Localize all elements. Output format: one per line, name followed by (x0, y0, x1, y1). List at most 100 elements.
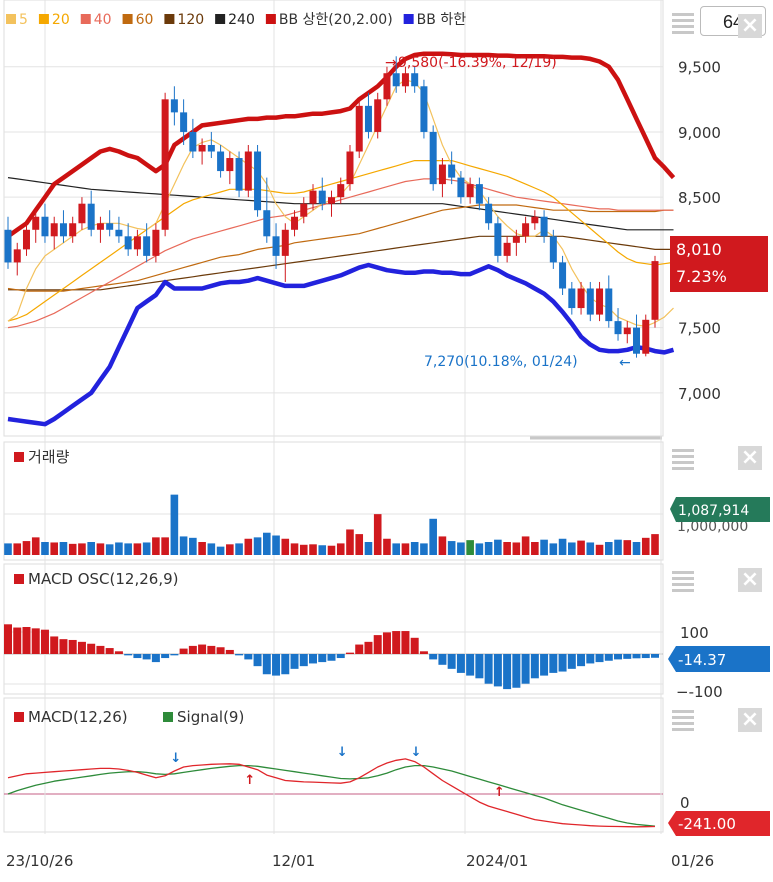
osc-bar (31, 628, 40, 654)
volume-bar (281, 538, 290, 555)
candle-body (429, 131, 437, 185)
price-tag-value: 8,010 (676, 240, 722, 259)
osc-bar (429, 654, 438, 660)
macd-menu-icon[interactable] (672, 707, 694, 734)
cross-signal-arrow: ↑ (494, 785, 505, 800)
candle-body (623, 327, 631, 335)
candle-body (309, 190, 317, 204)
price-tag (670, 236, 768, 292)
volume-bar (401, 543, 410, 555)
volume-label: 거래량 (28, 448, 70, 466)
candle-body (512, 236, 520, 243)
candle-body (328, 197, 335, 204)
candle-body (170, 99, 178, 113)
candle-body (50, 223, 58, 237)
osc-bar (345, 652, 354, 654)
candle-body (217, 151, 225, 172)
macd-close-icon[interactable]: × (738, 708, 762, 732)
candle-body (281, 229, 289, 256)
candle-body (13, 249, 21, 263)
volume-bar (309, 544, 317, 555)
cross-signal-arrow: ↑ (244, 773, 255, 788)
osc-close-icon[interactable]: × (738, 568, 762, 592)
cross-signal-arrow: ↓ (337, 745, 348, 760)
candle-body (272, 236, 280, 256)
price-close-icon[interactable]: × (738, 14, 762, 38)
ma240-line (7, 177, 674, 231)
candle-body (337, 184, 345, 198)
volume-bar (503, 542, 511, 555)
volume-bar (447, 541, 456, 555)
date-tick-label: 23/10/26 (6, 852, 73, 870)
osc-bar (235, 654, 244, 656)
volume-close-icon[interactable]: × (738, 446, 762, 470)
candle-body (300, 203, 308, 217)
osc-menu-icon[interactable] (672, 568, 694, 595)
legend-entry: 20 (52, 12, 70, 28)
legend-swatch (215, 14, 226, 24)
volume-bar (632, 542, 641, 555)
osc-bar (253, 654, 262, 667)
candle-body (318, 190, 326, 204)
candle-body (226, 158, 234, 172)
low-annotation: 7,270(10.18%, 01/24) (424, 354, 578, 370)
volume-bar (549, 543, 558, 555)
osc-bar (521, 654, 530, 684)
price-tick-label: 9,000 (678, 124, 721, 142)
price-menu-icon[interactable] (672, 10, 694, 37)
volume-tag (670, 497, 770, 522)
macd-tag-value: -241.00 (678, 815, 736, 833)
candle-body (577, 288, 585, 309)
osc-bar (22, 627, 31, 654)
osc-bar (299, 654, 308, 667)
osc-bar (188, 645, 197, 654)
osc-bar (558, 654, 567, 672)
osc-bar (124, 654, 133, 656)
candle-body (559, 262, 567, 289)
candle-body (485, 203, 493, 224)
volume-bar (466, 540, 474, 555)
volume-bar (31, 537, 40, 555)
osc-bar (198, 644, 207, 654)
candle-body (32, 216, 40, 230)
osc-bar (466, 654, 475, 676)
bb-upper-line (6, 51, 676, 239)
signal-label: Signal(9) (177, 708, 244, 726)
volume-bar (152, 537, 160, 555)
candle-body (96, 223, 104, 230)
candle-body (235, 158, 243, 191)
osc-bar (309, 654, 318, 664)
candle-body (115, 229, 123, 237)
osc-bar (244, 654, 253, 660)
legend-swatch (265, 14, 276, 24)
osc-bar (318, 654, 327, 663)
macd-tag (668, 811, 770, 836)
macd-legend-swatch (14, 712, 24, 722)
volume-bar (198, 542, 206, 555)
legend-swatch (403, 14, 414, 24)
candle-body (244, 151, 252, 191)
candle-body (198, 144, 206, 152)
osc-bar (456, 654, 465, 673)
osc-bar (632, 654, 641, 659)
volume-menu-icon[interactable] (672, 446, 694, 473)
candle-body (401, 73, 409, 87)
macd-panel (3, 697, 664, 833)
candle-body (494, 223, 502, 256)
candle-body (374, 99, 382, 132)
osc-bar (327, 654, 336, 661)
osc-bar (216, 647, 225, 654)
volume-bar (226, 544, 234, 555)
candle-body (383, 73, 391, 100)
osc-bar (577, 654, 586, 667)
osc-bar (207, 645, 216, 654)
volume-bar (124, 543, 132, 555)
candle-body (457, 177, 465, 198)
candle-body (466, 184, 474, 198)
volume-bar (364, 542, 373, 555)
volume-bar (641, 537, 650, 555)
osc-bar (512, 654, 521, 688)
osc-bar (225, 649, 234, 654)
osc-bar (13, 627, 22, 654)
